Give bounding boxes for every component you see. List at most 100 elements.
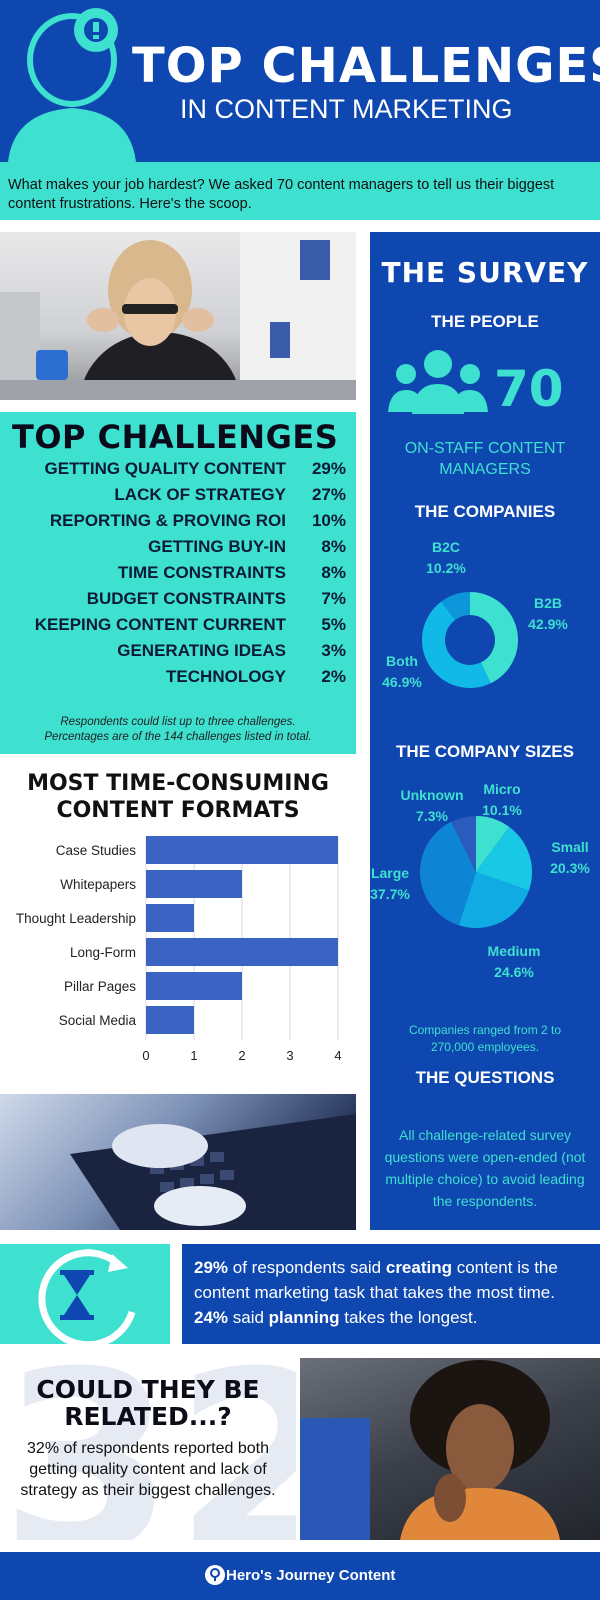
format-bar — [146, 972, 242, 1000]
donut-label-value: 10.2% — [426, 560, 466, 576]
challenge-label: TECHNOLOGY — [166, 667, 286, 686]
company-sizes-pie-chart: Micro 10.1% Small 20.3% Medium 24.6% Large 37.7… — [370, 781, 590, 980]
challenge-label: GENERATING IDEAS — [117, 641, 286, 660]
donut-label-name: B2C — [432, 539, 460, 555]
questions-title: THE QUESTIONS — [415, 1068, 555, 1087]
challenge-pct: 27% — [311, 485, 346, 504]
thinking-woman-illustration — [300, 1360, 560, 1540]
companies-donut-chart: B2B 42.9% Both 46.9% B2C 10.2% — [382, 539, 568, 690]
challenge-row: GETTING QUALITY CONTENT 29% — [0, 459, 346, 485]
top-challenges-title: TOP CHALLENGES — [12, 418, 339, 456]
thinking-woman-photo — [300, 1358, 600, 1540]
challenge-pct: 8% — [321, 537, 346, 556]
range-line2: 270,000 employees. — [430, 1040, 540, 1054]
stressed-woman-photo — [0, 232, 356, 400]
brand-logo-icon — [205, 1565, 225, 1585]
x-tick-label: 2 — [238, 1048, 245, 1063]
challenge-pct: 10% — [311, 511, 346, 530]
formats-title-line1: MOST TIME-CONSUMING — [27, 771, 329, 796]
format-bar — [146, 938, 338, 966]
hourglass-box — [0, 1244, 170, 1349]
donut-slice — [470, 592, 518, 684]
footer: Hero's Journey Content — [0, 1552, 600, 1600]
formats-title-line2: CONTENT FORMATS — [56, 798, 300, 823]
format-label: Thought Leadership — [16, 911, 136, 926]
challenge-label: GETTING BUY-IN — [148, 537, 286, 556]
hourglass-icon — [38, 1249, 136, 1349]
format-bar — [146, 836, 338, 864]
related-panel: 32 COULD THEY BE RELATED...? 32% of resp… — [0, 1358, 296, 1540]
challenge-pct: 8% — [321, 563, 346, 582]
challenge-label: TIME CONSTRAINTS — [117, 563, 286, 582]
size-slice — [476, 826, 532, 891]
size-label-name: Medium — [488, 943, 541, 959]
size-slice — [451, 816, 476, 872]
donut-label-value: 46.9% — [382, 674, 422, 690]
challenge-row: KEEPING CONTENT CURRENT 5% — [0, 615, 346, 641]
challenge-row: GENERATING IDEAS 3% — [0, 641, 346, 667]
people-group-icon — [388, 350, 488, 414]
stat-24-pct: 24% — [194, 1308, 229, 1327]
sizes-title: THE COMPANY SIZES — [396, 742, 574, 761]
people-label-line1: ON-STAFF CONTENT — [404, 440, 566, 457]
questions-text: All challenge-related survey questions w… — [384, 1127, 586, 1209]
size-slice — [420, 821, 476, 926]
size-label-name: Small — [551, 839, 588, 855]
person-gear-icon — [8, 8, 136, 162]
format-bar — [146, 870, 242, 898]
formats-title: MOST TIME-CONSUMING CONTENT FORMATS — [0, 770, 356, 824]
keyboard-illustration — [70, 1114, 356, 1230]
challenge-row: TIME CONSTRAINTS 8% — [0, 563, 346, 589]
stressed-woman-illustration — [0, 232, 356, 400]
size-label-value: 7.3% — [416, 808, 448, 824]
format-bar — [146, 1006, 194, 1034]
size-slice — [476, 816, 510, 872]
challenge-pct: 2% — [321, 667, 346, 686]
donut-slice — [422, 601, 491, 688]
size-label-name: Micro — [483, 781, 520, 797]
companies-range-note: Companies ranged from 2 to 270,000 emplo… — [370, 1022, 600, 1056]
challenge-pct: 29% — [311, 459, 346, 478]
format-label: Case Studies — [56, 843, 137, 858]
size-label-value: 20.3% — [550, 860, 590, 876]
related-title-line2: RELATED...? — [64, 1402, 232, 1431]
background-number: 32 — [0, 1358, 296, 1540]
people-count: 70 — [494, 360, 564, 418]
challenge-row: TECHNOLOGY 2% — [0, 667, 346, 693]
format-bar — [146, 904, 194, 932]
size-label-name: Large — [371, 865, 409, 881]
related-title-line1: COULD THEY BE — [36, 1375, 260, 1404]
format-label: Pillar Pages — [64, 979, 136, 994]
people-title: THE PEOPLE — [431, 312, 539, 331]
donut-slice — [441, 592, 470, 620]
intro-text: What makes your job hardest? We asked 70… — [0, 162, 600, 220]
size-slice — [458, 872, 529, 928]
brand-name: Hero's Journey Content — [226, 1567, 396, 1584]
challenge-label: BUDGET CONSTRAINTS — [86, 589, 286, 608]
size-label-value: 24.6% — [494, 964, 534, 980]
top-challenges-panel: TOP CHALLENGES GETTING QUALITY CONTENT 29… — [0, 412, 356, 754]
people-label: ON-STAFF CONTENT MANAGERS — [370, 438, 600, 480]
header-banner: TOP CHALLENGES IN CONTENT MARKETING — [0, 0, 600, 162]
stat-planning: planning — [268, 1308, 340, 1327]
x-tick-label: 1 — [190, 1048, 197, 1063]
keyboard-photo — [0, 1094, 356, 1230]
challenge-row: REPORTING & PROVING ROI 10% — [0, 511, 346, 537]
format-label: Whitepapers — [60, 877, 136, 892]
stat-29-pct: 29% — [194, 1258, 229, 1277]
x-tick-label: 3 — [286, 1048, 293, 1063]
format-label: Social Media — [59, 1013, 137, 1028]
stat-text-4: takes the longest. — [339, 1308, 478, 1327]
size-label-name: Unknown — [401, 787, 464, 803]
challenge-pct: 3% — [321, 641, 346, 660]
challenge-label: KEEPING CONTENT CURRENT — [34, 615, 286, 634]
page-subtitle: IN CONTENT MARKETING — [180, 94, 513, 124]
challenge-label: LACK OF STRATEGY — [114, 485, 286, 504]
survey-title: THE SURVEY — [381, 256, 589, 289]
stat-creating: creating — [385, 1258, 452, 1277]
survey-panel: THE SURVEY THE PEOPLE 70 ON-STAFF CONTEN… — [370, 232, 600, 1230]
people-label-line2: MANAGERS — [439, 461, 531, 478]
challenge-label: REPORTING & PROVING ROI — [49, 511, 286, 530]
donut-label-value: 42.9% — [528, 616, 568, 632]
x-tick-label: 0 — [142, 1048, 149, 1063]
